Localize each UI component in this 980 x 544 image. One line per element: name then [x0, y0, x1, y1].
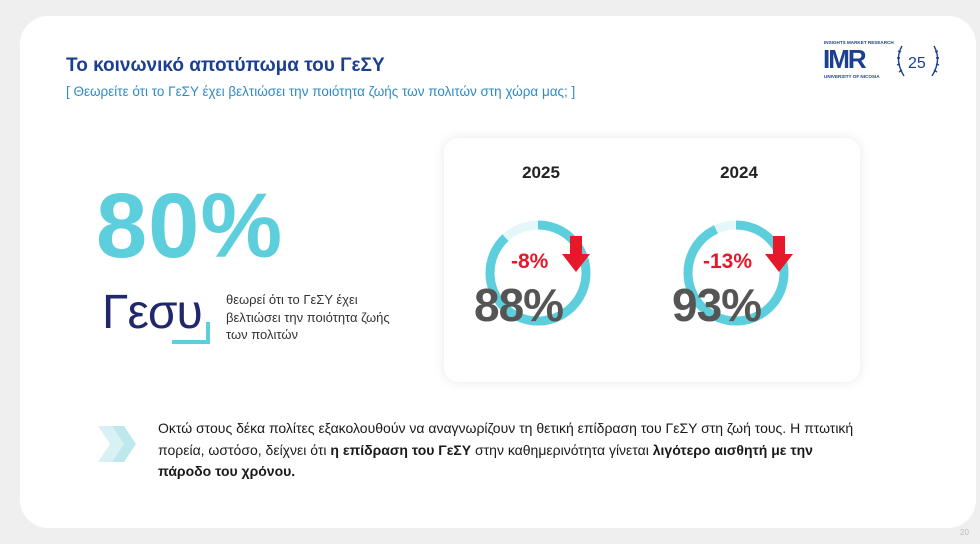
double-chevron-icon	[98, 426, 136, 462]
summary-bold-1: η επίδραση του ΓεΣΥ	[330, 441, 472, 458]
gesy-logo: Γεσυ	[102, 286, 210, 344]
page-number: 20	[960, 528, 969, 537]
year-label-2024: 2024	[720, 163, 758, 182]
change-2024: -13%	[703, 250, 753, 273]
anniversary-number: 25	[908, 55, 926, 72]
down-arrow-icon	[765, 236, 793, 272]
imr-logo: INSIGHTS MARKET RESEARCH IMR UNIVERSITY …	[823, 40, 940, 79]
summary-text: Οκτώ στους δέκα πολίτες εξακολουθούν να …	[158, 420, 854, 480]
gauge-2025	[485, 220, 591, 326]
down-arrow-icon	[562, 236, 590, 272]
logo-top-line: INSIGHTS MARKET RESEARCH	[824, 40, 894, 45]
gesy-logo-bracket	[172, 322, 210, 344]
page-subtitle: [ Θεωρείτε ότι το ΓεΣΥ έχει βελτιώσει τη…	[66, 84, 576, 99]
change-2025: -8%	[511, 250, 549, 273]
gauge-2024-arc	[683, 220, 789, 326]
year-label-2025: 2025	[522, 163, 560, 182]
logo-bottom-line: UNIVERSITY OF NICOSIA	[824, 74, 880, 79]
headline-description: θεωρεί ότι το ΓεΣΥ έχει βελτιώσει την πο…	[226, 292, 390, 342]
page-title: Το κοινωνικό αποτύπωμα του ΓεΣΥ	[66, 55, 385, 76]
gauge-2024	[683, 220, 789, 326]
summary-bold-2: λιγότερο αισθητή με την πάροδο του χρόνο…	[158, 441, 813, 480]
gauge-2025-arc	[485, 220, 591, 326]
gesy-logo-text: Γεσυ	[102, 286, 202, 339]
logo-mark: IMR	[823, 44, 867, 74]
headline-percent: 80%	[96, 175, 284, 277]
laurel-icon	[896, 45, 940, 77]
value-2025: 88%	[474, 279, 564, 331]
comparison-panel	[444, 138, 860, 382]
value-2024: 93%	[672, 279, 762, 331]
